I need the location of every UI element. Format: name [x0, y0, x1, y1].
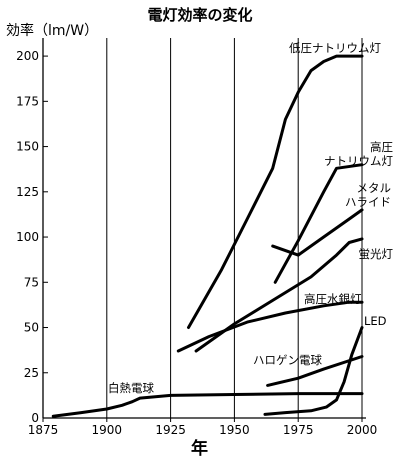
series-line [263, 326, 364, 416]
x-axis-label: 年 [191, 439, 208, 459]
series-line [271, 208, 364, 257]
x-tick-label: 1900 [92, 423, 123, 437]
x-tick-label: 1875 [28, 423, 59, 437]
y-tick-label: 200 [16, 49, 39, 63]
x-tick-label: 1975 [283, 423, 314, 437]
y-tick-label: 50 [24, 321, 39, 335]
series-label: 白熱電球 [108, 381, 154, 395]
x-tick-label: 1950 [219, 423, 250, 437]
y-tick-label: 0 [31, 411, 39, 425]
series-line [273, 163, 364, 284]
series-label: ハロゲン電球 [253, 353, 322, 367]
y-tick-label: 175 [16, 94, 39, 108]
series-label: 高圧 [370, 140, 393, 154]
series-label: ナトリウム灯 [324, 154, 393, 168]
series-line [266, 355, 364, 387]
y-tick-label: 125 [16, 185, 39, 199]
y-tick-label: 100 [16, 230, 39, 244]
series-line [187, 54, 364, 329]
series-label: 低圧ナトリウム灯 [289, 41, 381, 55]
series-label: LED [364, 314, 387, 328]
x-tick-label: 2000 [347, 423, 378, 437]
series-label: 高圧水銀灯 [304, 292, 362, 306]
series-line [176, 300, 364, 353]
series-line [51, 392, 364, 418]
series-line [194, 237, 364, 353]
y-tick-label: 25 [24, 366, 39, 380]
y-tick-label: 150 [16, 140, 39, 154]
y-axis-label: 効率（lm/W） [6, 23, 99, 39]
series-label: ハライド [345, 195, 391, 209]
series-label: 蛍光灯 [359, 247, 394, 261]
y-tick-label: 75 [24, 275, 39, 289]
chart-title: 電灯効率の変化 [147, 6, 253, 24]
x-tick-label: 1925 [155, 423, 186, 437]
series-label: メタル [357, 181, 392, 195]
